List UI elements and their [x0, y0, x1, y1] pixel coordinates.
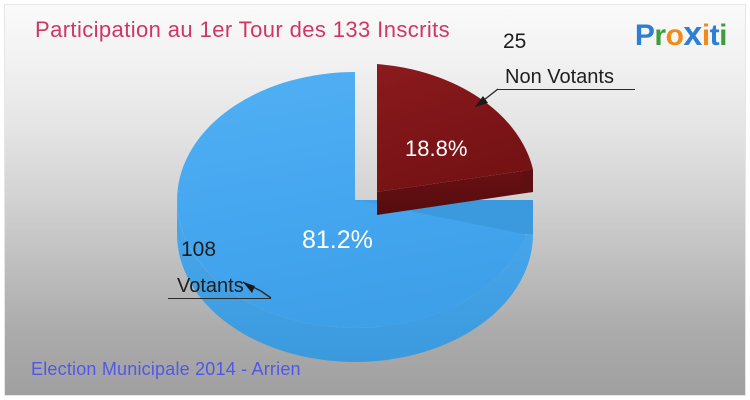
logo-letter-x: x [683, 15, 702, 53]
callout-count-non-votants: 25 [503, 30, 527, 53]
proxiti-logo[interactable]: Proxiti [634, 15, 728, 54]
callout-arrow-non-votants [474, 88, 499, 108]
slice-non-votants-top [377, 64, 533, 192]
logo-letter-i1: i [701, 19, 710, 52]
logo-letter-r: r [654, 19, 666, 52]
page-title: Participation au 1er Tour des 133 Inscri… [35, 17, 451, 42]
callout-underline-votants [168, 298, 271, 299]
slice-percent-non-votants: 18.8% [405, 136, 468, 161]
logo-letter-o: o [665, 19, 684, 52]
logo-letter-t: t [709, 19, 720, 52]
chart-caption: Election Municipale 2014 - Arrien [31, 359, 301, 379]
callout-underline-non-votants [498, 89, 635, 90]
slice-percent-votants: 81.2% [302, 226, 373, 254]
callout-count-votants: 108 [181, 238, 217, 261]
slice-votants-side [177, 200, 533, 362]
callout-arrow-votants [242, 281, 272, 299]
pie-chart [177, 64, 533, 362]
callout-label-votants: Votants [177, 275, 244, 297]
slice-non-votants[interactable] [377, 64, 533, 215]
slice-non-votants-side [377, 169, 533, 215]
callout-label-non-votants: Non Votants [505, 66, 614, 88]
logo-letter-i2: i [719, 19, 727, 52]
slice-votants-top [177, 72, 527, 328]
slice-non-votants-side2 [523, 169, 533, 193]
logo-letter-p: P [634, 19, 655, 52]
chart-frame: Participation au 1er Tour des 133 Inscri… [4, 4, 746, 396]
slice-votants[interactable] [177, 72, 533, 362]
